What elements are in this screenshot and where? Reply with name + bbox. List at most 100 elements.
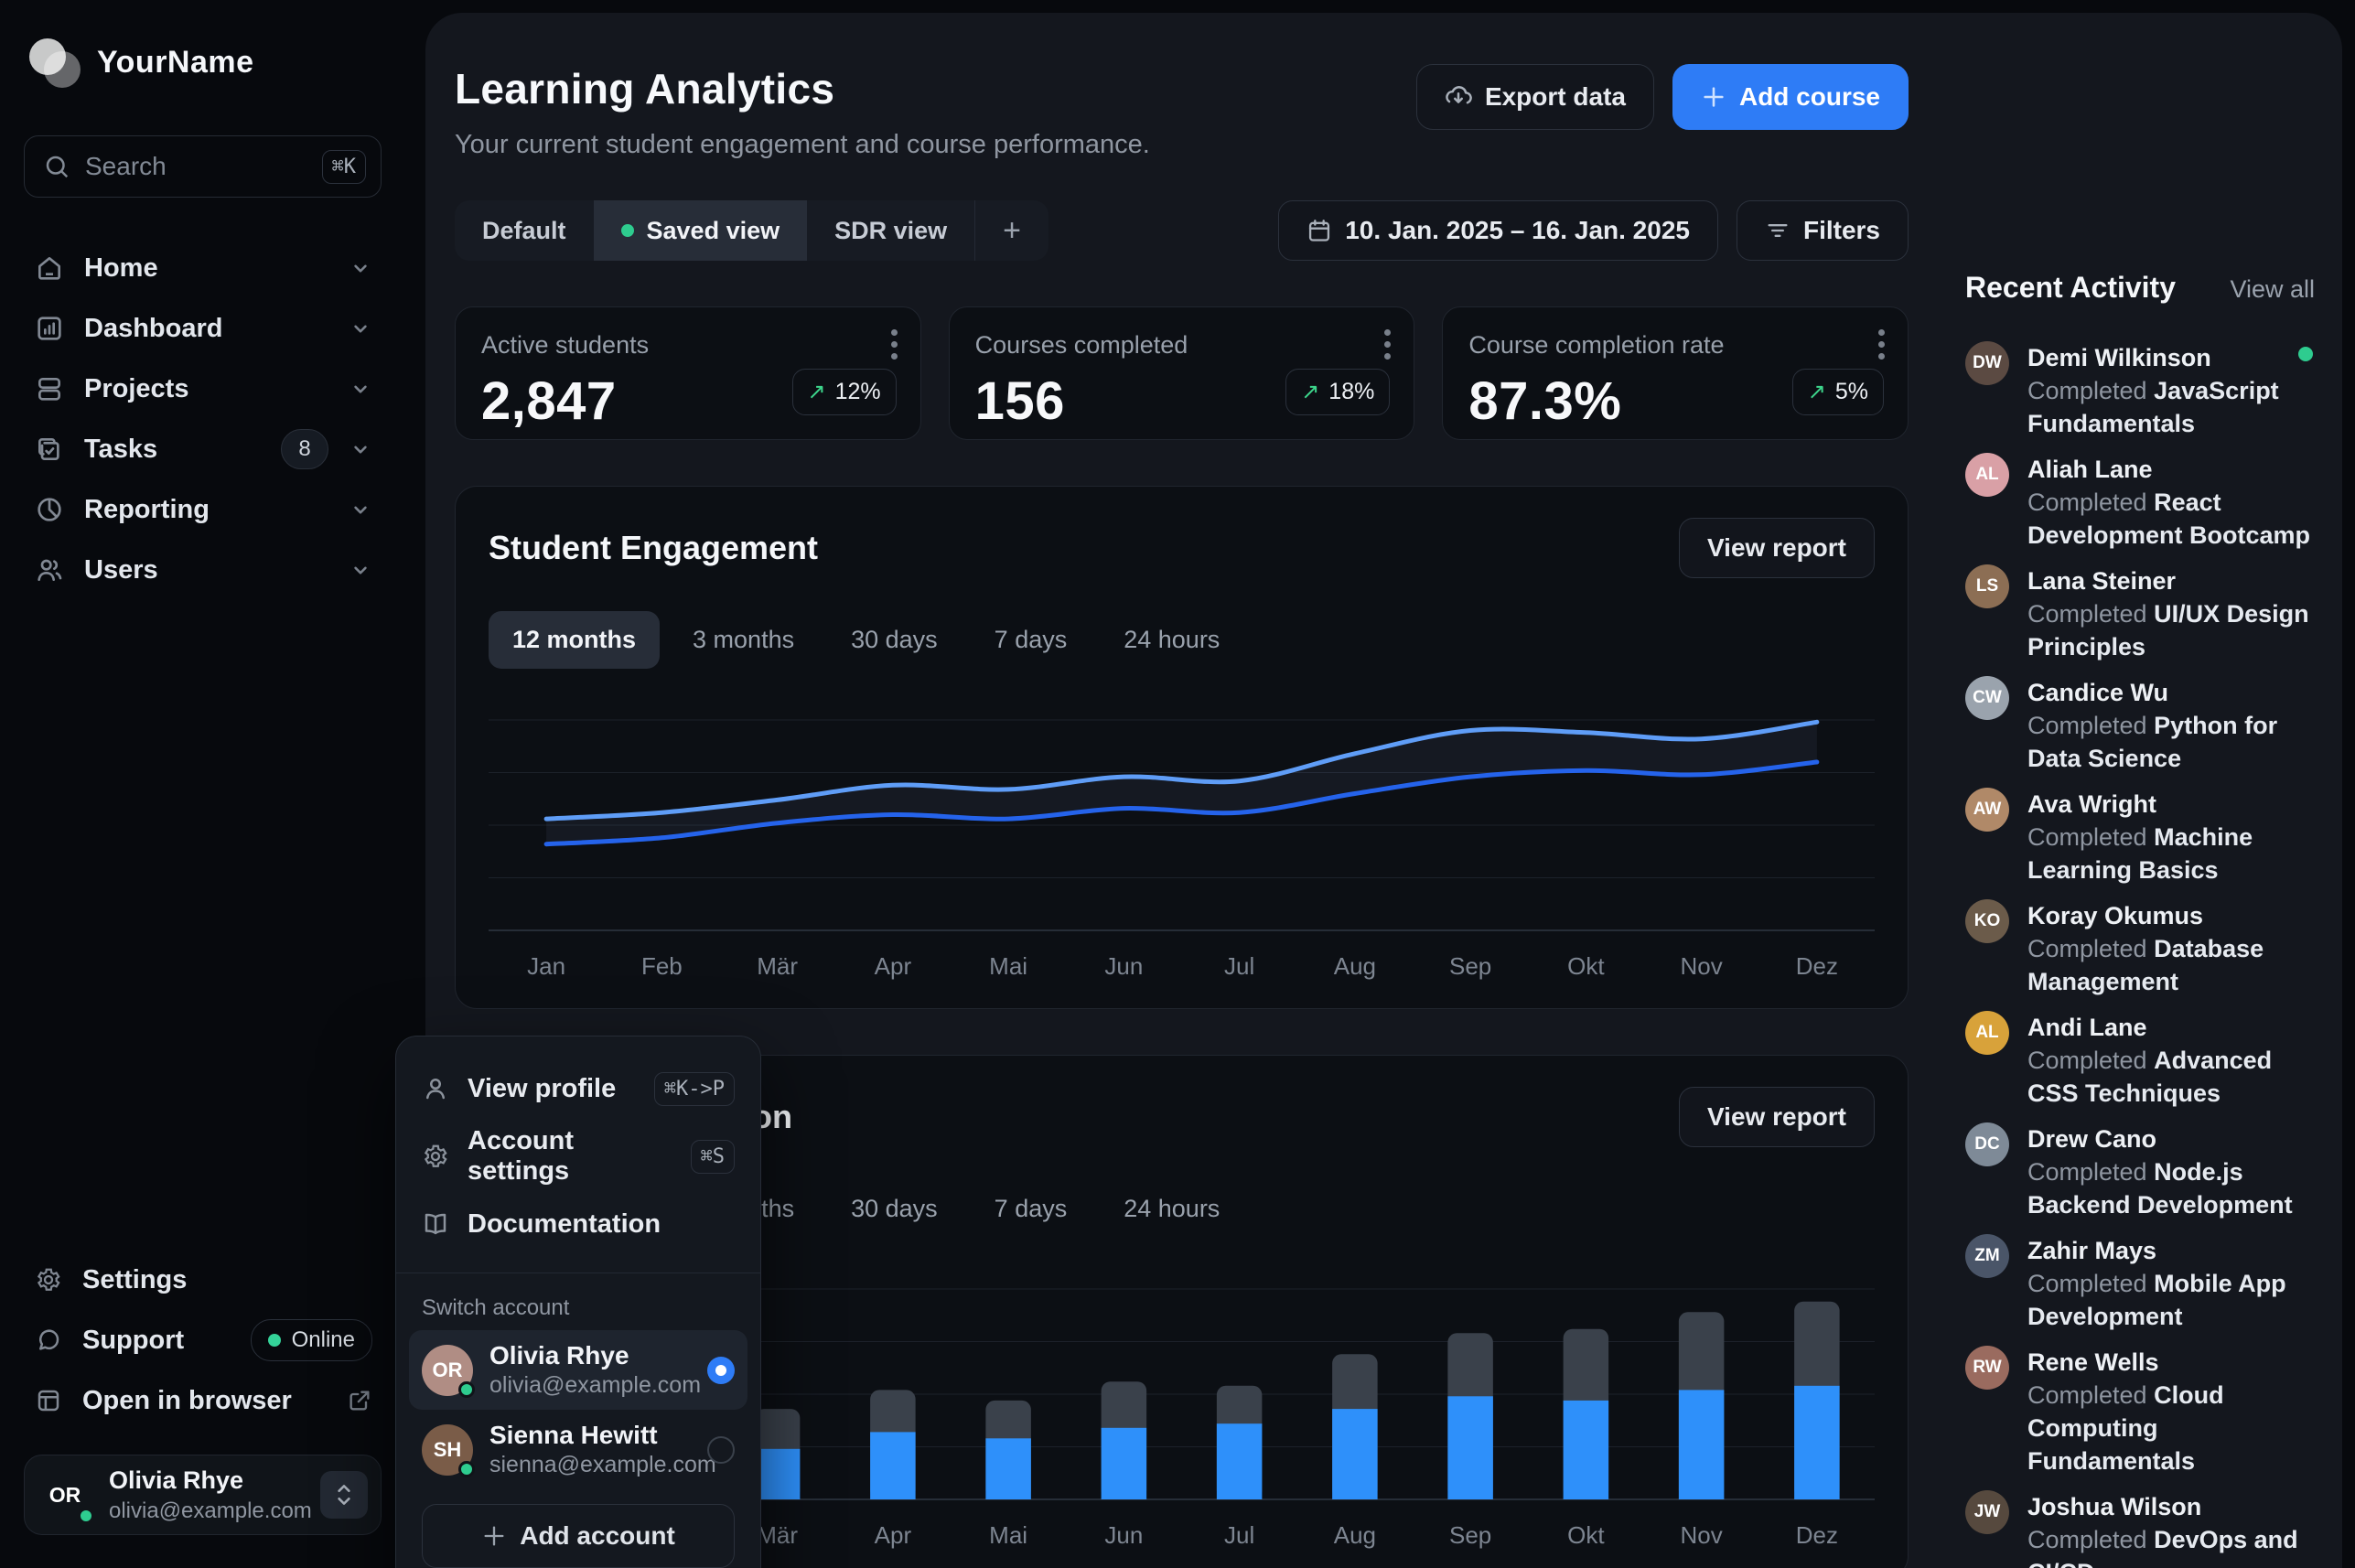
sidebar-item-reporting[interactable]: Reporting bbox=[24, 479, 382, 540]
activity-course-name: Mobile App Development bbox=[2027, 1270, 2286, 1330]
view-tab-saved-view[interactable]: Saved view bbox=[593, 200, 808, 261]
account-email: sienna@example.com bbox=[489, 1452, 716, 1477]
kebab-menu-icon[interactable] bbox=[890, 329, 898, 365]
avatar-initials: AL bbox=[1975, 1023, 1999, 1042]
x-axis-label: Feb bbox=[640, 952, 683, 980]
search-icon bbox=[43, 153, 70, 180]
add-account-button[interactable]: Add account bbox=[422, 1504, 735, 1568]
sidebar-item-dashboard[interactable]: Dashboard bbox=[24, 298, 382, 359]
green-dot-icon bbox=[620, 224, 634, 237]
sidebar: YourName ⌘K Home Dashboard Projects Tasks 8 R… bbox=[0, 0, 405, 1568]
avatar-initials: SH bbox=[433, 1437, 462, 1461]
activity-course-name: Cloud Computing Fundamentals bbox=[2027, 1381, 2224, 1475]
sidebar-item-settings[interactable]: Settings bbox=[24, 1250, 382, 1310]
account-radio[interactable] bbox=[707, 1356, 735, 1384]
main-panel: Learning Analytics Your current student … bbox=[425, 13, 2342, 1568]
avatar: LS bbox=[1965, 564, 2009, 608]
avatar: DW bbox=[1965, 341, 2009, 385]
avatar: AL bbox=[1965, 1011, 2009, 1055]
search-box[interactable]: ⌘K bbox=[24, 135, 382, 198]
avatar: OR bbox=[38, 1467, 94, 1524]
stat-card-2: Course completion rate 87.3% ↗ 5% bbox=[1442, 306, 1909, 440]
range-tab-24-hours[interactable]: 24 hours bbox=[1124, 626, 1221, 653]
range-tab-12-months[interactable]: 12 months bbox=[489, 611, 661, 669]
menu-item-view-profile[interactable]: View profile ⌘K->P bbox=[409, 1055, 747, 1122]
x-axis-label: Mär bbox=[757, 952, 799, 980]
filters-button[interactable]: Filters bbox=[1736, 200, 1909, 261]
profile-expand-button[interactable] bbox=[320, 1471, 368, 1519]
recent-activity-panel: Recent Activity View all DW Demi Wilkinso… bbox=[1965, 64, 2324, 1568]
sidebar-item-support[interactable]: Support Online bbox=[24, 1310, 382, 1370]
avatar-initials: AL bbox=[1975, 465, 1999, 484]
avatar-initials: DC bbox=[1974, 1134, 2000, 1154]
range-tab-3-months[interactable]: 3 months bbox=[693, 626, 795, 653]
sidebar-item-users[interactable]: Users bbox=[24, 540, 382, 600]
activity-completed-label: Completed bbox=[2027, 935, 2147, 962]
x-axis-label: Jul bbox=[1224, 1521, 1255, 1549]
sidebar-profile-card[interactable]: OR Olivia Rhye olivia@example.com bbox=[24, 1455, 382, 1535]
menu-shortcut: ⌘K->P bbox=[653, 1071, 735, 1106]
stat-change-value: 12% bbox=[834, 379, 881, 404]
range-tab-7-days[interactable]: 7 days bbox=[994, 1195, 1068, 1222]
range-tab-24-hours[interactable]: 24 hours bbox=[1124, 1195, 1221, 1222]
sidebar-item-label: Settings bbox=[82, 1264, 188, 1294]
menu-item-documentation[interactable]: Documentation bbox=[409, 1190, 747, 1258]
user-menu-items: View profile ⌘K->P Account settings ⌘S Docum… bbox=[396, 1049, 760, 1263]
x-axis-label: Jul bbox=[1224, 952, 1255, 980]
account-row-sienna[interactable]: SH Sienna Hewitt sienna@example.com bbox=[409, 1410, 747, 1489]
range-tab-30-days[interactable]: 30 days bbox=[851, 1195, 938, 1222]
view-all-link[interactable]: View all bbox=[2230, 275, 2315, 303]
range-tab-30-days[interactable]: 30 days bbox=[851, 626, 938, 653]
x-axis-label: Aug bbox=[1333, 1521, 1376, 1549]
x-axis-label: Apr bbox=[874, 952, 912, 980]
activity-completed-label: Completed bbox=[2027, 1270, 2147, 1297]
date-range-button[interactable]: 10. Jan. 2025 – 16. Jan. 2025 bbox=[1278, 200, 1718, 261]
add-course-button[interactable]: Add course bbox=[1672, 64, 1909, 130]
activity-user-name: Joshua Wilson bbox=[2027, 1493, 2202, 1520]
activity-completed-label: Completed bbox=[2027, 1047, 2147, 1074]
chevron-down-icon bbox=[349, 377, 372, 401]
view-tab-sdr-view[interactable]: SDR view bbox=[807, 200, 974, 261]
avatar-initials: AW bbox=[1973, 800, 2002, 819]
stat-label: Courses completed bbox=[974, 331, 1188, 359]
sidebar-item-label: Support bbox=[82, 1325, 185, 1355]
sidebar-item-open-in-browser[interactable]: Open in browser bbox=[24, 1370, 382, 1431]
search-input[interactable] bbox=[85, 152, 307, 181]
sidebar-item-label: Projects bbox=[84, 373, 189, 403]
menu-item-account-settings[interactable]: Account settings ⌘S bbox=[409, 1122, 747, 1190]
export-data-button[interactable]: Export data bbox=[1415, 64, 1654, 130]
main-column: Learning Analytics Your current student … bbox=[455, 64, 1909, 1568]
account-radio[interactable] bbox=[707, 1435, 735, 1464]
kebab-menu-icon[interactable] bbox=[1384, 329, 1392, 365]
stat-value: 87.3% bbox=[1468, 371, 1622, 431]
activity-course-name: Node.js Backend Development bbox=[2027, 1158, 2293, 1219]
activity-user-name: Rene Wells bbox=[2027, 1348, 2159, 1376]
stat-change-value: 18% bbox=[1328, 379, 1375, 404]
activity-user-name: Lana Steiner bbox=[2027, 567, 2177, 595]
activity-text: Lana Steiner Completed UI/UX Design Princ… bbox=[2027, 564, 2315, 663]
brand: YourName bbox=[24, 37, 382, 88]
avatar-initials: RW bbox=[1973, 1358, 2002, 1377]
activity-user-name: Drew Cano bbox=[2027, 1125, 2157, 1153]
sidebar-item-projects[interactable]: Projects bbox=[24, 359, 382, 419]
x-axis-label: Mär bbox=[757, 1521, 799, 1549]
activity-user-name: Zahir Mays bbox=[2027, 1237, 2157, 1264]
view-tab-default[interactable]: Default bbox=[455, 200, 594, 261]
completion-view-report-button[interactable]: View report bbox=[1679, 1087, 1875, 1147]
engagement-view-report-button[interactable]: View report bbox=[1679, 518, 1875, 578]
avatar: KO bbox=[1965, 899, 2009, 943]
activity-text: Candice Wu Completed Python for Data Scie… bbox=[2027, 676, 2315, 775]
plus-icon bbox=[481, 1523, 507, 1549]
switch-account-label: Switch account bbox=[422, 1295, 570, 1320]
activity-list-item: DC Drew Cano Completed Node.js Backend Dev… bbox=[1965, 1122, 2315, 1221]
kebab-menu-icon[interactable] bbox=[1878, 329, 1886, 365]
activity-text: Joshua Wilson Completed DevOps and CI/CD bbox=[2027, 1490, 2315, 1568]
sidebar-item-home[interactable]: Home bbox=[24, 238, 382, 298]
activity-user-name: Koray Okumus bbox=[2027, 902, 2204, 929]
account-row-olivia[interactable]: OR Olivia Rhye olivia@example.com bbox=[409, 1330, 747, 1410]
range-tab-7-days[interactable]: 7 days bbox=[994, 626, 1068, 653]
add-view-tab-button[interactable]: + bbox=[974, 200, 1048, 261]
activity-completed-label: Completed bbox=[2027, 823, 2147, 851]
activity-user-name: Ava Wright bbox=[2027, 790, 2157, 818]
sidebar-item-tasks[interactable]: Tasks 8 bbox=[24, 419, 382, 479]
